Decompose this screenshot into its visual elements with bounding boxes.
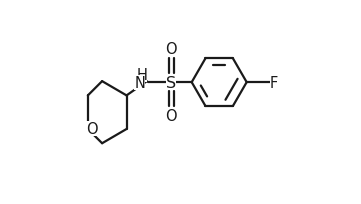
Text: O: O: [166, 109, 177, 124]
Text: H: H: [136, 67, 147, 82]
Text: N: N: [134, 75, 145, 90]
Text: O: O: [166, 42, 177, 57]
Text: O: O: [86, 122, 97, 137]
Text: S: S: [166, 75, 177, 90]
Text: F: F: [270, 75, 278, 90]
